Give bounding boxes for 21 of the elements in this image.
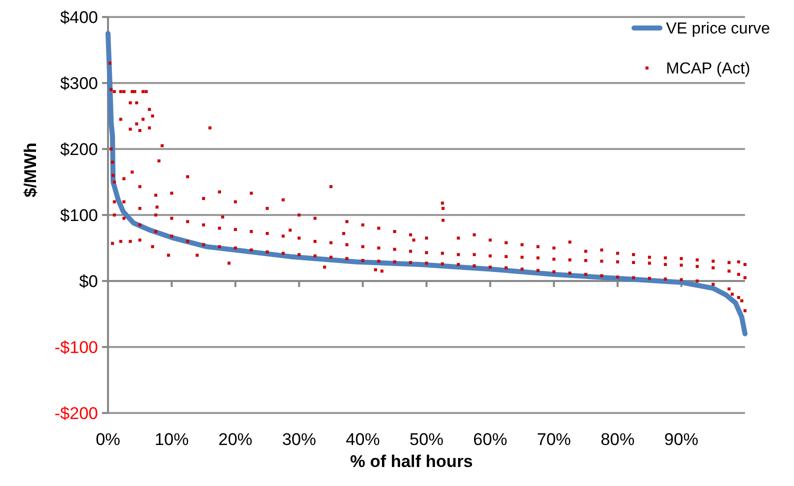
y-tick-label: $400 [60, 8, 98, 27]
x-tick-label: 0% [96, 430, 120, 449]
y-tick-label: -$100 [54, 338, 98, 357]
x-tick-label: 40% [346, 430, 380, 449]
x-axis-title: % of half hours [350, 452, 473, 471]
x-tick-label: 60% [473, 430, 508, 449]
x-tick-label: 20% [218, 430, 252, 449]
y-tick-label: -$200 [54, 404, 98, 423]
y-tick-label: $0 [79, 272, 98, 291]
x-tick-label: 30% [282, 430, 316, 449]
x-tick-label: 90% [664, 430, 698, 449]
y-axis-title: $/MWh [21, 142, 40, 198]
x-tick-label: 10% [154, 430, 189, 449]
x-tick-label: 80% [600, 430, 635, 449]
y-tick-label: $100 [60, 206, 98, 225]
legend-label: VE price curve [666, 20, 770, 38]
x-tick-label: 70% [536, 430, 571, 449]
y-tick-label: $300 [60, 74, 98, 93]
legend-label: MCAP (Act) [666, 60, 750, 78]
y-tick-label: $200 [60, 140, 98, 159]
x-tick-label: 50% [409, 430, 444, 449]
